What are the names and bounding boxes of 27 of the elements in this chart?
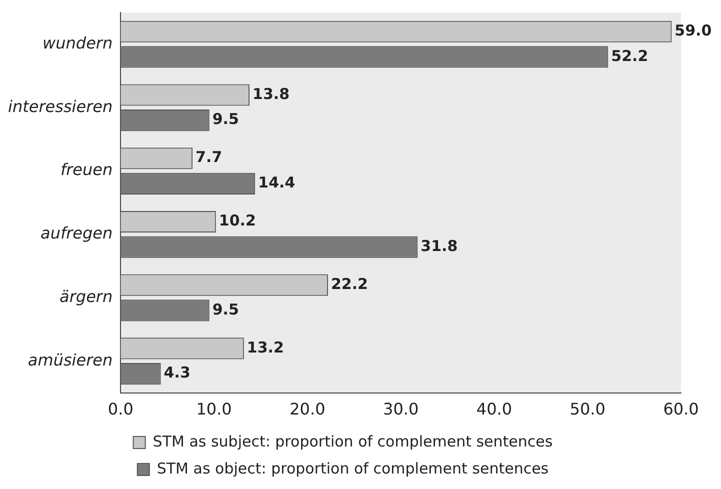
- data-label: 4.3: [164, 364, 190, 382]
- legend-label: STM as object: proportion of complement sentences: [156, 459, 549, 478]
- x-tick-label: 50.0: [570, 400, 606, 419]
- x-tick-label: 60.0: [663, 400, 699, 419]
- data-label: 9.5: [212, 110, 239, 128]
- x-tick-label: 20.0: [290, 400, 326, 419]
- y-tick-label: wundern: [42, 33, 113, 52]
- x-tick-label: 10.0: [196, 400, 232, 419]
- x-tick-label: 30.0: [383, 400, 419, 419]
- data-label: 31.8: [420, 236, 458, 255]
- data-label: 13.8: [252, 84, 290, 103]
- x-tick-label: 0.0: [108, 400, 134, 419]
- data-label: 9.5: [212, 300, 239, 318]
- legend-label: STM as subject: proportion of complement sentences: [152, 432, 553, 450]
- data-label: 59.0: [674, 22, 712, 40]
- y-tick-label: amüsieren: [28, 350, 113, 370]
- data-label: 10.2: [218, 212, 256, 230]
- y-tick-label: interessieren: [8, 96, 113, 116]
- data-label: 22.2: [330, 274, 368, 293]
- data-label: 52.2: [611, 46, 648, 65]
- y-tick-label: ärgern: [60, 286, 113, 306]
- x-tick-label: 40.0: [476, 400, 512, 419]
- data-label: 7.7: [196, 148, 222, 166]
- y-tick-label: aufregen: [40, 224, 113, 243]
- data-label: 14.4: [258, 174, 296, 192]
- y-tick-label: freuen: [60, 160, 113, 180]
- data-label: 13.2: [246, 338, 284, 356]
